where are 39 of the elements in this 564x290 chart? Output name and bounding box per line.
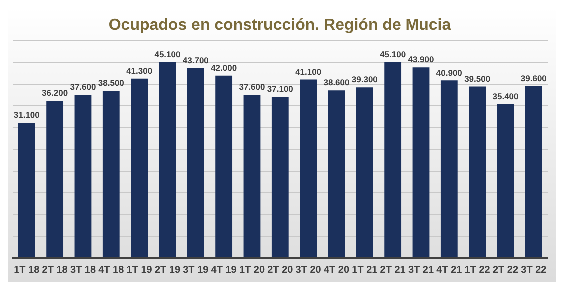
data-label: 37.100 xyxy=(267,84,294,94)
x-tick-label: 3T 18 xyxy=(70,264,96,276)
data-label: 38.600 xyxy=(324,78,350,88)
data-label: 45.100 xyxy=(154,50,181,60)
data-label: 43.900 xyxy=(408,54,435,65)
data-label: 39.600 xyxy=(520,73,548,84)
data-label: 42.000 xyxy=(211,62,238,73)
data-label: 39.300 xyxy=(352,74,378,85)
x-tick-label: 1T 22 xyxy=(464,264,491,276)
data-label: 37.600 xyxy=(239,82,266,92)
x-tick-label: 2T 19 xyxy=(154,264,181,276)
x-tick-label: 4T 18 xyxy=(98,264,125,276)
data-label: 35.400 xyxy=(492,92,520,102)
data-label: 31.100 xyxy=(14,110,40,120)
data-label: 41.300 xyxy=(126,66,153,76)
data-label: 36.200 xyxy=(42,88,68,98)
x-tick-label: 1T 20 xyxy=(239,264,266,276)
x-tick-label: 3T 19 xyxy=(183,264,210,276)
x-tick-label: 4T 21 xyxy=(436,264,463,276)
x-tick-label: 1T 18 xyxy=(14,264,40,276)
data-label: 37.600 xyxy=(70,82,96,92)
x-tick-label: 2T 18 xyxy=(42,264,68,276)
data-label: 40.900 xyxy=(436,68,463,78)
x-tick-label: 2T 22 xyxy=(492,264,519,276)
x-tick-label: 1T 21 xyxy=(352,264,378,276)
data-label: 43.700 xyxy=(182,56,210,66)
x-tick-label: 2T 21 xyxy=(380,264,406,276)
x-tick-label: 3T 22 xyxy=(521,264,548,276)
data-label: 38.500 xyxy=(98,78,125,88)
x-tick-label: 2T 20 xyxy=(268,264,294,276)
data-label: 39.500 xyxy=(464,74,491,84)
chart-title: Ocupados en construcción. Región de Mucia xyxy=(108,17,452,34)
data-label: 41.100 xyxy=(296,66,322,77)
x-tick-label: 3T 20 xyxy=(296,264,322,276)
data-label: 45.100 xyxy=(380,50,406,60)
x-tick-label: 1T 19 xyxy=(126,264,153,276)
x-tick-label: 4T 20 xyxy=(324,264,350,276)
x-tick-label: 3T 21 xyxy=(408,264,434,276)
x-tick-label: 4T 19 xyxy=(211,264,238,276)
